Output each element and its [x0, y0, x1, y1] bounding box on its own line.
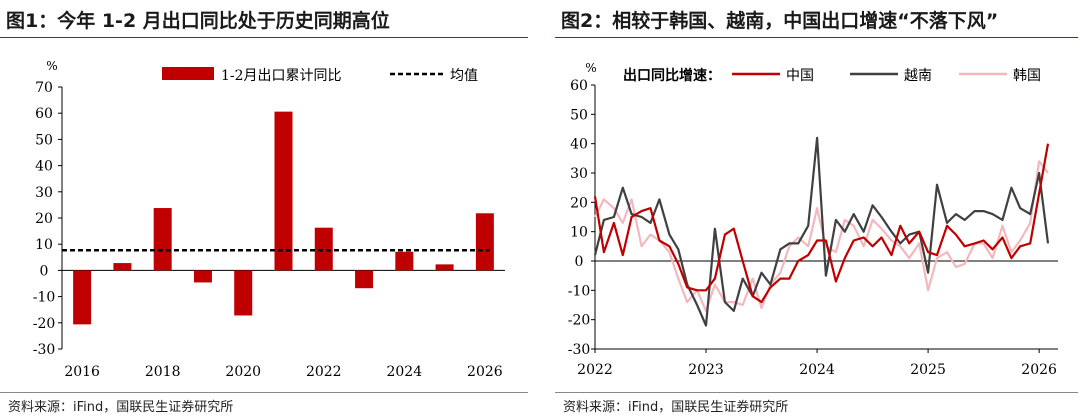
figure-2-line-chart: % -30 -20 -10 0 10 20 30 40 50 60 2022 2023 2024 2025 2… — [568, 61, 1058, 378]
x-tick-label: 2023 — [688, 362, 724, 378]
y-tick-label: 10 — [570, 225, 588, 241]
x-tick-label: 2022 — [577, 362, 613, 378]
legend-average-label: 均值 — [450, 68, 478, 84]
figure-1-title-rule — [0, 37, 528, 38]
x-tick-label: 2026 — [1021, 362, 1057, 378]
bar-2021 — [274, 111, 293, 271]
figure-2-source: 资料来源：iFind，国联民生证券研究所 — [563, 400, 789, 415]
y-tick-label: -20 — [568, 313, 591, 329]
x-tick-label: 2020 — [225, 364, 261, 380]
figure-1-panel: 图1：今年 1-2 月出口同比处于历史同期高位 % -30 -20 -10 0 10 20 3… — [0, 0, 530, 417]
figure-2-panel: 图2：相较于韩国、越南，中国出口增速“不落下风” % -30 -20 -10 0 10 20… — [555, 0, 1080, 417]
bar-2018 — [153, 208, 172, 271]
y-tick-label: 0 — [575, 254, 584, 270]
bar-2024 — [395, 251, 414, 271]
y-tick-label: -10 — [33, 290, 56, 306]
legend-bar-swatch — [162, 67, 214, 80]
y-tick-label: -30 — [568, 342, 591, 358]
x-tick-label: 2016 — [64, 364, 100, 380]
y-tick-label: 30 — [35, 185, 53, 201]
y-tick-label: 20 — [35, 211, 53, 227]
bar-2025 — [435, 264, 454, 271]
legend-label-韩国: 韩国 — [1013, 68, 1041, 84]
legend-label-中国: 中国 — [786, 68, 814, 84]
figure-2-footer-rule — [555, 392, 1078, 393]
bar-2022 — [314, 227, 333, 271]
y-tick-label: 40 — [35, 159, 53, 175]
bar-2023 — [355, 270, 374, 289]
legend-label-越南: 越南 — [904, 68, 932, 84]
bar-2026 — [475, 213, 494, 271]
legend-title: 出口同比增速： — [623, 67, 721, 84]
y-tick-label: -20 — [33, 316, 56, 332]
figure-1-footer-rule — [0, 392, 528, 393]
bar-2016 — [73, 270, 92, 325]
bar-2017 — [113, 263, 132, 271]
series-line-中国 — [593, 143, 1050, 304]
y-tick-label: 50 — [35, 132, 53, 148]
y-tick-label: 30 — [570, 166, 588, 182]
y-tick-label: 70 — [35, 80, 53, 96]
legend-bar-label: 1-2月出口累计同比 — [221, 68, 342, 84]
y-axis-unit: % — [585, 61, 596, 75]
figure-2-title-rule — [555, 37, 1078, 38]
y-tick-label: -30 — [33, 342, 56, 358]
x-tick-label: 2024 — [386, 364, 422, 380]
y-tick-label: 20 — [570, 195, 588, 211]
y-tick-label: 10 — [35, 237, 53, 253]
series-line-韩国 — [594, 160, 1049, 312]
x-tick-label: 2022 — [306, 364, 342, 380]
bar-2020 — [234, 270, 253, 316]
y-axis-unit: % — [46, 59, 57, 73]
y-tick-label: 50 — [570, 107, 588, 123]
series-line-越南 — [593, 136, 1050, 327]
bar-2019 — [193, 270, 212, 283]
y-tick-label: 0 — [40, 263, 49, 279]
figure-1-bar-chart: % -30 -20 -10 0 10 20 30 40 50 60 70 2016 2018 2020 202… — [33, 59, 505, 380]
x-tick-label: 2026 — [467, 364, 503, 380]
figure-1-title: 图1：今年 1-2 月出口同比处于历史同期高位 — [6, 10, 390, 32]
figure-2-title: 图2：相较于韩国、越南，中国出口增速“不落下风” — [561, 10, 999, 32]
figure-1-source: 资料来源：iFind，国联民生证券研究所 — [8, 400, 234, 415]
x-tick-label: 2024 — [799, 362, 835, 378]
y-tick-label: 40 — [570, 137, 588, 153]
y-tick-label: 60 — [570, 78, 588, 94]
y-tick-label: -10 — [568, 283, 591, 299]
y-tick-label: 60 — [35, 106, 53, 122]
x-tick-label: 2018 — [145, 364, 181, 380]
x-tick-label: 2025 — [910, 362, 946, 378]
